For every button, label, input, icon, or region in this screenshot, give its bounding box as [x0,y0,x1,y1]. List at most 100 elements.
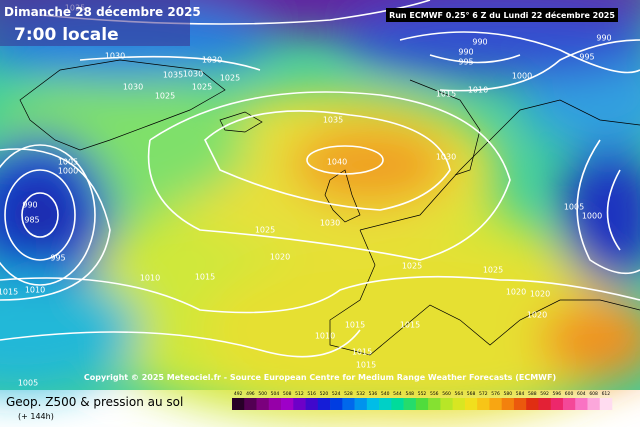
isobar-label: 1015 [0,288,18,297]
colorbar-swatch [256,398,270,410]
colorbar-label: 564 [454,391,463,397]
colorbar-swatch [452,398,466,410]
isobar-label: 1015 [345,321,365,330]
colorbar-swatch [391,398,404,410]
isobar-label: 995 [579,53,594,62]
colorbar-label: 544 [393,391,402,397]
colorbar-label: 504 [271,391,280,397]
isobar-label: 1010 [25,286,45,295]
header: Dimanche 28 décembre 2025 7:00 locale Ru… [0,0,618,46]
colorbar-swatch [354,398,368,410]
isobar-label: 990 [596,34,611,43]
isobar-label: 1010 [140,274,160,283]
isobar-label: 1015 [356,361,376,370]
colorbar-swatch [575,398,588,410]
footer-title: Geop. Z500 & pression au sol [6,395,183,409]
colorbar-label: 600 [565,391,574,397]
isobar-label: 1025 [220,74,240,83]
isobar-label: 1030 [123,83,143,92]
colorbar-label: 556 [430,391,439,397]
colorbar-swatch [501,398,515,410]
isobar-label: 1015 [400,321,420,330]
colorbar-swatch [587,398,601,410]
colorbar-label: 540 [381,391,390,397]
colorbar-label: 512 [295,391,304,397]
isobar-label: 1025 [255,226,275,235]
colorbar-swatch [538,398,552,410]
isobar-label: 995 [458,58,473,67]
colorbar-swatch [317,398,331,410]
colorbar-label: 520 [320,391,329,397]
isobar-label: 1010 [468,86,488,95]
colorbar-swatch [403,398,417,410]
isobar-label: 1035 [323,116,343,125]
colorbar-swatch [562,398,576,410]
footer: Geop. Z500 & pression au sol (+ 144h) [6,395,183,421]
isobar-label: 1000 [512,72,532,81]
colorbar-swatch [440,398,453,410]
colorbar-swatch [513,398,527,410]
colorbar-swatch [477,398,490,410]
isobar-label: 1030 [105,52,125,61]
isobar-label: 1030 [202,56,222,65]
isobar-label: 1025 [192,83,212,92]
colorbar-label: 572 [479,391,488,397]
date: Dimanche 28 décembre 2025 [4,5,201,19]
isobar-label: 1030 [436,153,456,162]
colorbar-swatch [293,398,306,410]
isobar-label: 985 [24,216,39,225]
colorbar-label: 552 [418,391,427,397]
colorbar-swatch [526,398,539,410]
isobar-label: 990 [22,201,37,210]
colorbar-label: 608 [589,391,598,397]
colorbar-swatch [489,398,502,410]
colorbar-label: 568 [467,391,476,397]
colorbar-swatch [244,398,257,410]
colorbar-label: 584 [516,391,525,397]
colorbar-label: 580 [504,391,513,397]
colorbar-label: 548 [405,391,414,397]
colorbar-label: 588 [528,391,537,397]
copyright: Copyright © 2025 Meteociel.fr - Source E… [84,373,556,382]
colorbar-label: 532 [356,391,365,397]
colorbar-label: 576 [491,391,500,397]
time: 7:00 locale [14,25,119,45]
colorbar-label: 592 [540,391,549,397]
colorbar: 492 496 500 504 508 512 516 520 524 528 532 536 540 5… [232,391,613,410]
colorbar-swatch [232,398,245,410]
isobar-label: 1015 [352,348,372,357]
isobar-label: 1025 [402,262,422,271]
colorbar-label: 508 [283,391,292,397]
colorbar-swatch [268,398,282,410]
isobar-label: 1015 [436,90,456,99]
isobar-label: 1020 [270,253,290,262]
isobar-label: 1020 [530,290,550,299]
colorbar-swatch [428,398,441,410]
isobar-label: 1000 [58,167,78,176]
isobar-label: 1020 [506,288,526,297]
isobar-label: 995 [50,254,65,263]
isobar-label: 1040 [327,158,347,167]
colorbar-label: 536 [369,391,378,397]
colorbar-label: 516 [307,391,316,397]
coastlines [19,59,640,356]
colorbar-swatch [599,398,613,410]
colorbar-label: 612 [602,391,611,397]
colorbar-swatch [305,398,319,410]
colorbar-label: 560 [442,391,451,397]
footer-lead: (+ 144h) [18,412,54,421]
isobar-label: 1005 [564,203,584,212]
colorbar-label: 524 [332,391,341,397]
isobar-label: 990 [472,38,487,47]
colorbar-swatch [379,398,392,410]
isobar-label: 1025 [155,92,175,101]
isobar-label: 1005 [18,379,38,388]
colorbar-swatch [464,398,478,410]
isobar-label: 1030 [183,70,203,79]
colorbar-label: 528 [344,391,353,397]
colorbar-label: 596 [553,391,562,397]
isobar-label: 1015 [195,273,215,282]
colorbar-swatch [281,398,294,410]
